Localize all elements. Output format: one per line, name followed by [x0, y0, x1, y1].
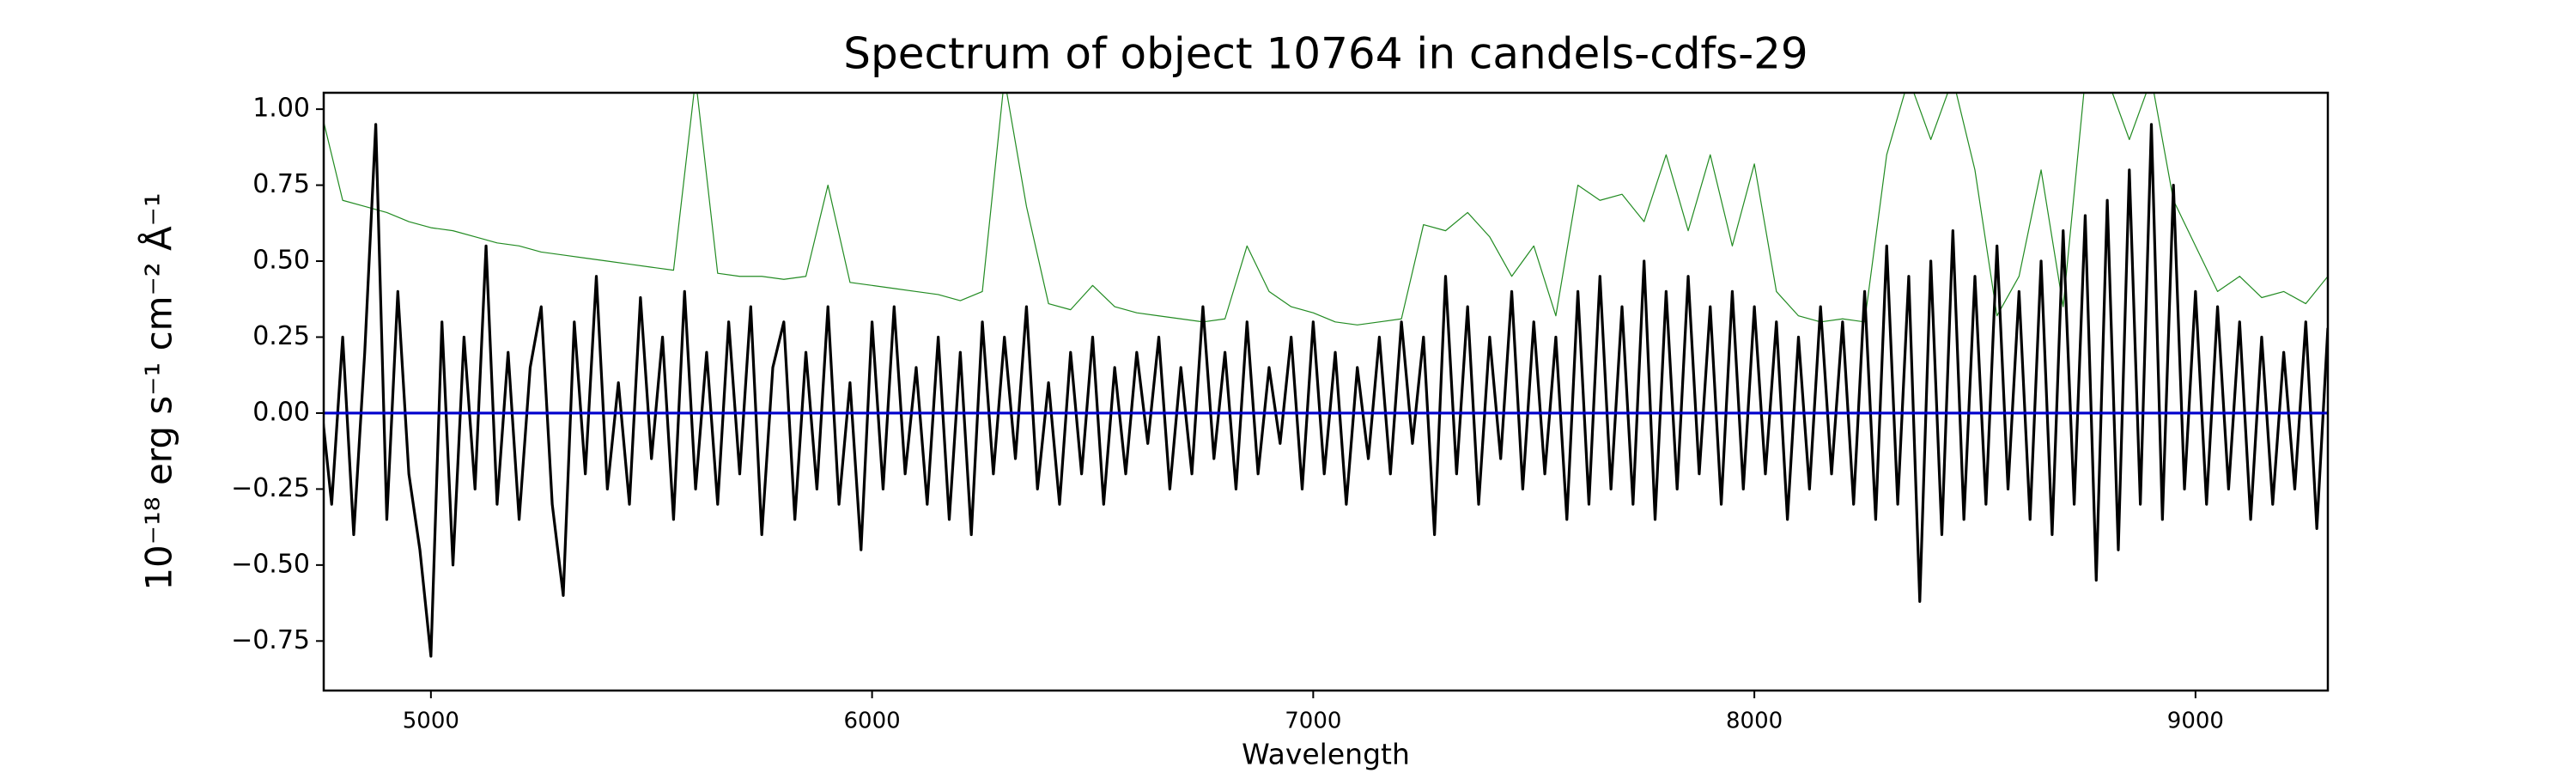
x-tick-label: 8000 — [1726, 709, 1783, 734]
y-tick-label: 0.00 — [252, 397, 310, 427]
y-tick-label: 0.75 — [252, 169, 310, 199]
chart-title: Spectrum of object 10764 in candels-cdfs… — [843, 29, 1808, 79]
axes-frame — [322, 91, 2330, 692]
spectrum-line — [324, 123, 2328, 658]
y-tick-label: −0.25 — [231, 473, 310, 503]
y-tick-label: −0.50 — [231, 549, 310, 579]
y-tick-label: 0.25 — [252, 321, 310, 351]
x-tick-label: 7000 — [1285, 709, 1341, 734]
x-axis-label: Wavelength — [1242, 738, 1410, 771]
plot-area — [324, 93, 2328, 658]
x-tick-label: 6000 — [844, 709, 901, 734]
y-tick-label: 0.50 — [252, 246, 310, 276]
x-tick-label: 5000 — [403, 709, 459, 734]
y-tick-label: 1.00 — [252, 94, 310, 124]
x-tick-label: 9000 — [2167, 709, 2224, 734]
y-axis-label: 10⁻¹⁸ erg s⁻¹ cm⁻² Å⁻¹ — [137, 192, 180, 590]
y-tick-label: −0.75 — [231, 625, 310, 655]
spectrum-line — [324, 93, 2328, 326]
